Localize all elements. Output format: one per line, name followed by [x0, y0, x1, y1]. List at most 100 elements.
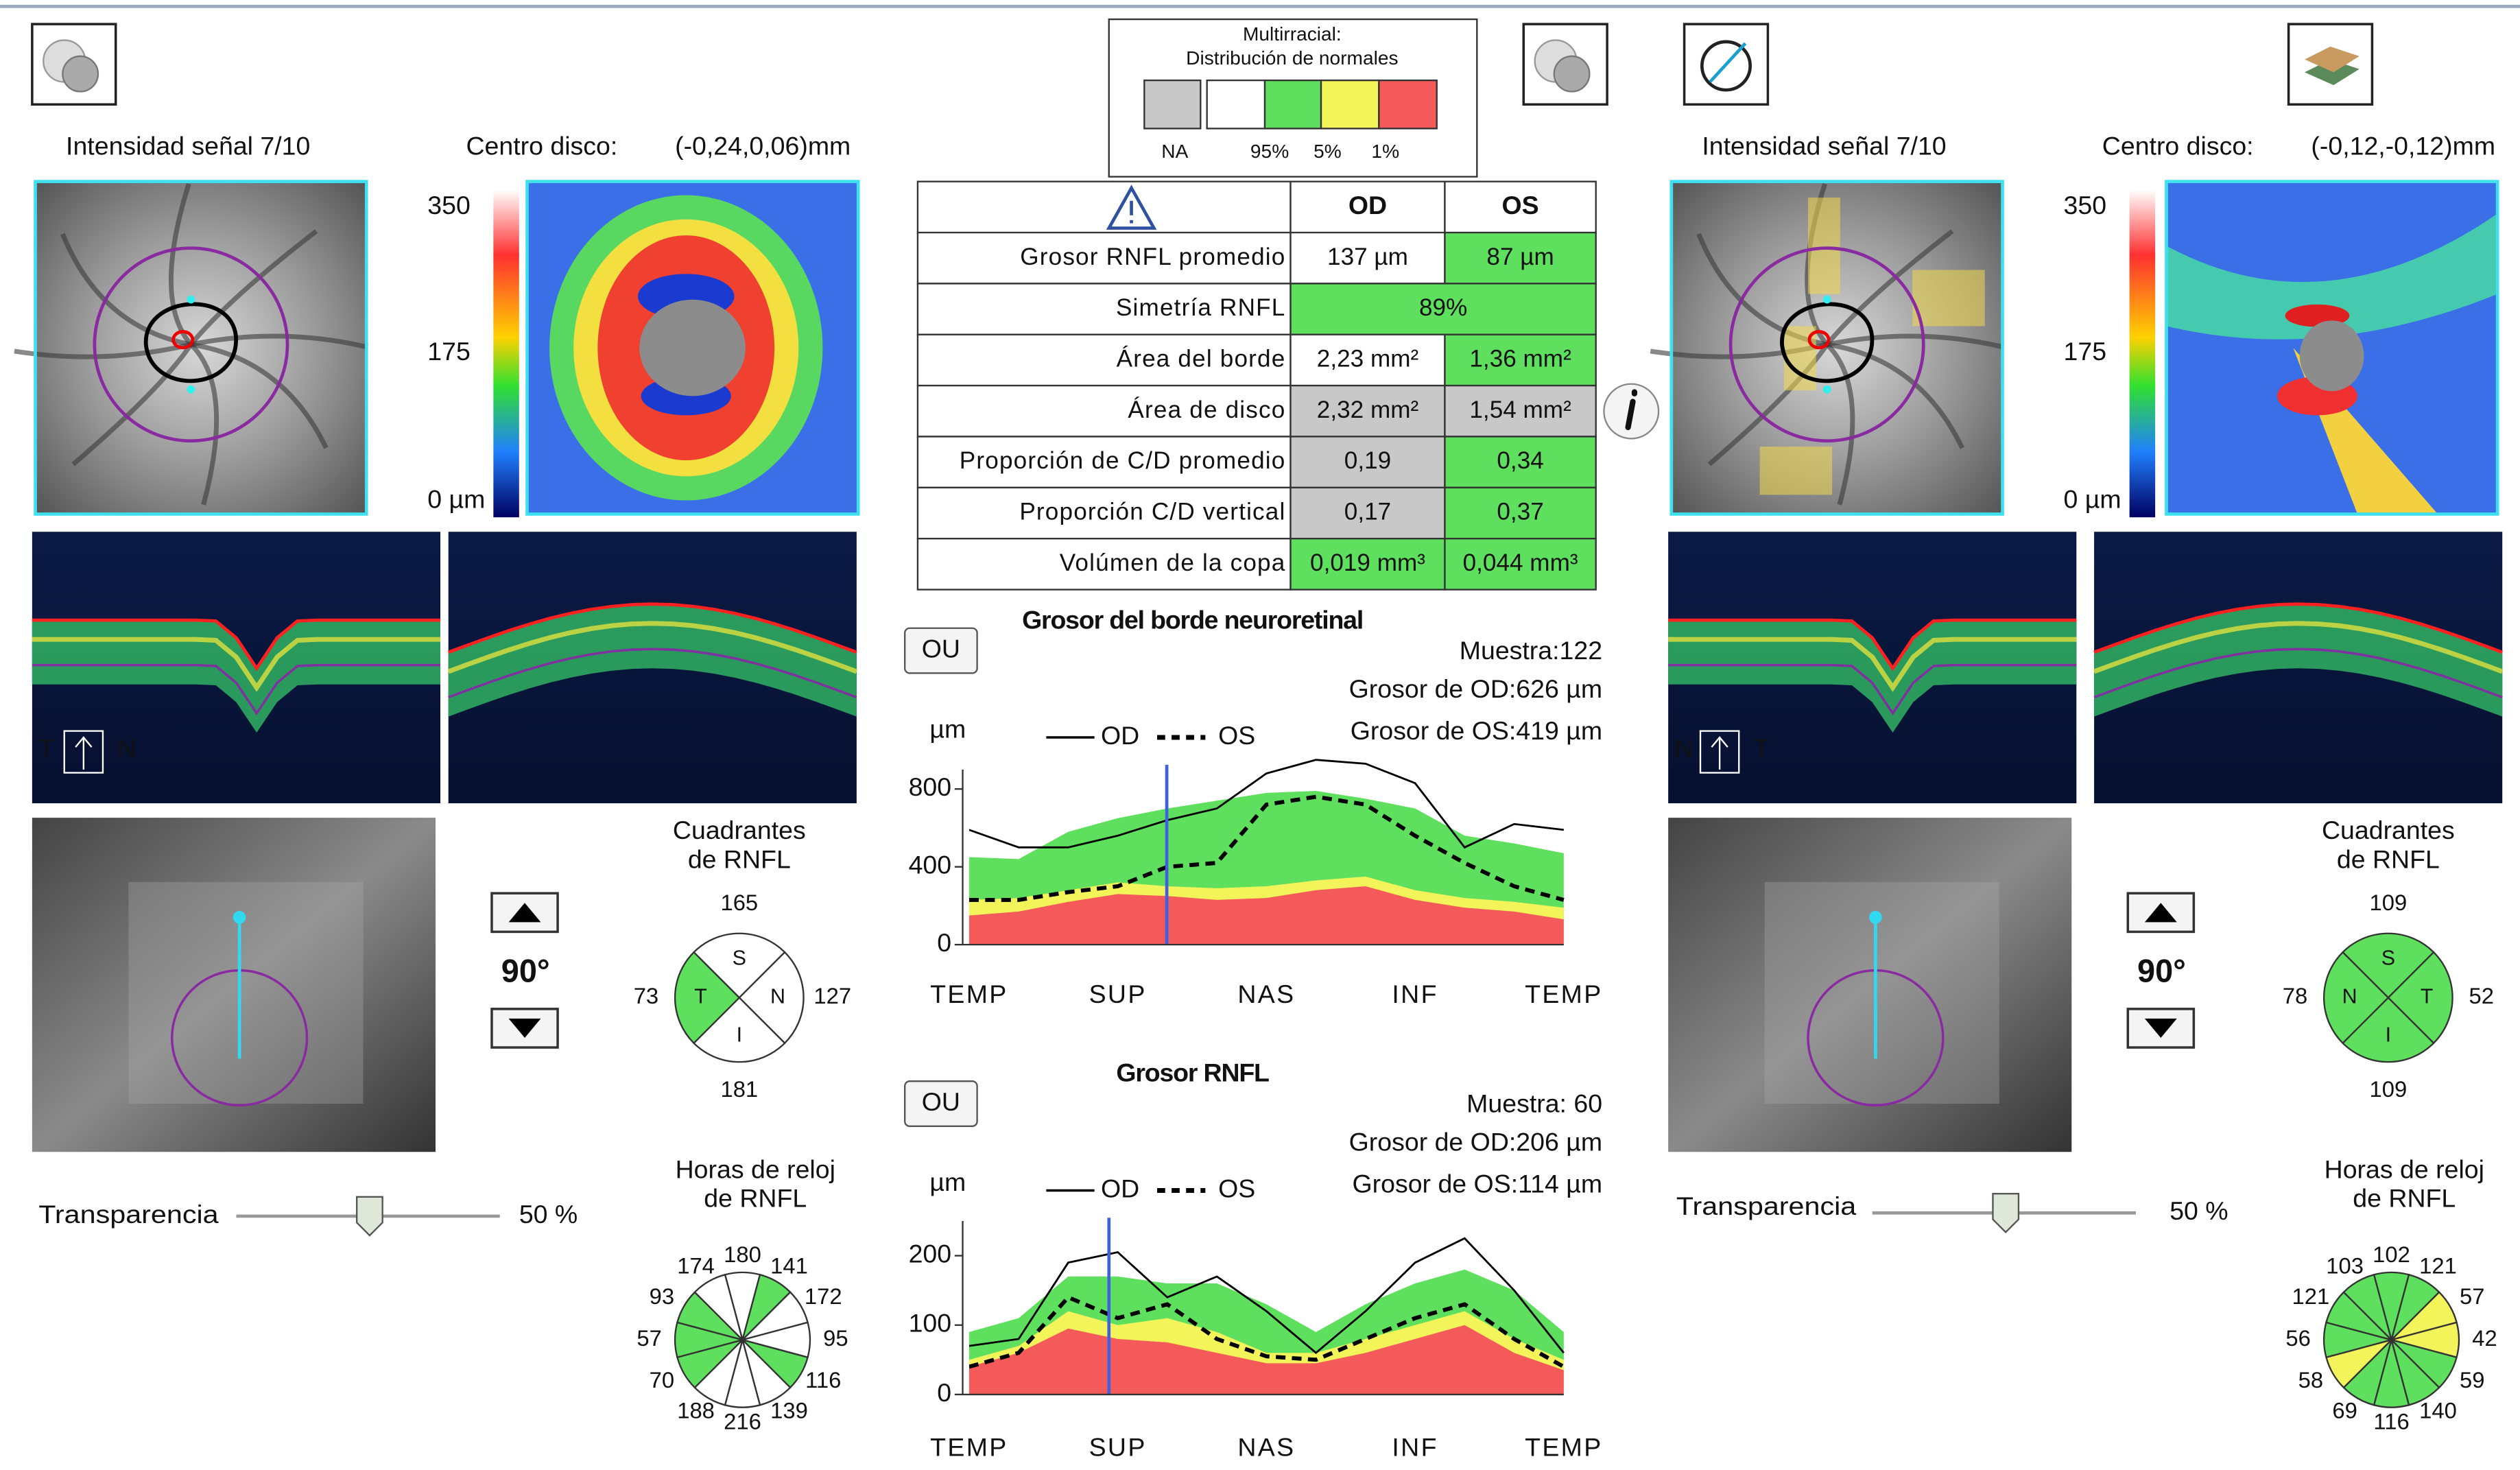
table-value: 0,044 mm³: [1463, 549, 1578, 576]
legend-title: Distribución de normales: [1186, 47, 1398, 69]
x-tick-label: NAS: [1237, 980, 1295, 1008]
chart-stat: Grosor de OD:206 µm: [1349, 1127, 1602, 1156]
legend-swatch: [1144, 80, 1200, 128]
table-value: 1,54 mm²: [1469, 396, 1571, 423]
marker: [1823, 296, 1831, 304]
defect-overlay: [1912, 270, 1984, 326]
transparency-label: Transparencia: [1676, 1192, 1857, 1220]
x-tick-label: SUP: [1089, 980, 1147, 1008]
chart-stat: Grosor de OD:626 µm: [1349, 674, 1602, 703]
scan-dot: [1869, 911, 1882, 924]
signal-strength: Intensidad señal 7/10: [1702, 131, 1946, 160]
optic-disc: [2300, 320, 2364, 391]
disc-center-label: Centro disco:: [466, 131, 618, 160]
legend-swatch: [1379, 80, 1436, 128]
info-button[interactable]: [1604, 384, 1659, 439]
color-scale: [2130, 189, 2155, 517]
icon-disc: [1554, 56, 1590, 92]
x-tick-label: TEMP: [930, 1432, 1008, 1461]
rotate-button[interactable]: [492, 1009, 558, 1047]
toolbar-icon[interactable]: [2289, 24, 2373, 104]
clock-value: 140: [2419, 1397, 2457, 1423]
toolbar-icon[interactable]: [32, 24, 116, 104]
quadrant-letter: T: [2421, 984, 2434, 1008]
scan-angle: 90°: [501, 953, 550, 989]
table-header: OS: [1502, 191, 1539, 220]
disc-center-value: (-0,24,0,06)mm: [675, 131, 851, 160]
toolbar-icon[interactable]: [1685, 24, 1768, 104]
quadrant-value: 181: [720, 1076, 758, 1102]
table-value: 137 µm: [1327, 244, 1408, 270]
x-tick-label: NAS: [1237, 1432, 1295, 1461]
table-value: 0,019 mm³: [1310, 549, 1425, 576]
chart-title: Grosor RNFL: [1116, 1058, 1269, 1087]
clock-value: 70: [650, 1367, 674, 1392]
orientation-label: T: [1753, 734, 1769, 763]
quadrant-value: 78: [2283, 983, 2307, 1008]
clock-value: 172: [805, 1283, 842, 1309]
ou-button[interactable]: OU: [905, 1081, 977, 1126]
y-tick-label: 0: [937, 1378, 951, 1407]
quadrants-title: de RNFL: [688, 844, 791, 873]
scale-label: 0 µm: [2064, 485, 2121, 514]
clock-value: 69: [2332, 1397, 2357, 1423]
rotate-button[interactable]: [2128, 1009, 2194, 1047]
marker: [187, 386, 195, 394]
clock-value: 56: [2285, 1325, 2310, 1351]
clock-value: 103: [2326, 1253, 2364, 1278]
scale-label: 175: [2064, 337, 2107, 366]
table-row-label: Volúmen de la copa: [1060, 549, 1286, 576]
clock-title: de RNFL: [2353, 1183, 2456, 1212]
optic-disc: [639, 300, 746, 396]
scale-label: 175: [427, 337, 471, 366]
legend-label: 95%: [1250, 141, 1289, 162]
orientation-label: T: [38, 734, 54, 763]
button-label: OU: [922, 634, 960, 663]
table-value: 2,23 mm²: [1317, 345, 1419, 372]
x-tick-label: SUP: [1089, 1432, 1147, 1461]
toolbar-icon[interactable]: [1523, 24, 1607, 104]
clock-value: 216: [724, 1409, 761, 1434]
defect-overlay: [1760, 447, 1832, 495]
clock-value: 116: [805, 1367, 841, 1392]
rotate-button[interactable]: [492, 893, 558, 932]
quadrants-title: Cuadrantes: [2322, 816, 2455, 844]
quadrant-value: 127: [813, 983, 851, 1008]
clock-value: 57: [2460, 1283, 2484, 1309]
button-label: OU: [922, 1087, 960, 1116]
table-value: 0,19: [1344, 447, 1391, 474]
legend-label: OD: [1101, 1174, 1139, 1202]
clock-value: 139: [770, 1397, 808, 1423]
clock-value: 141: [770, 1253, 808, 1278]
quadrants-title: de RNFL: [2337, 844, 2440, 873]
rotate-button[interactable]: [2128, 893, 2194, 932]
legend-label: OS: [1218, 1174, 1255, 1202]
clock-value: 59: [2460, 1367, 2484, 1392]
clock-value: 102: [2373, 1242, 2410, 1267]
y-unit: µm: [929, 1167, 966, 1196]
quadrant-letter: S: [733, 946, 746, 969]
clock-value: 121: [2292, 1283, 2330, 1309]
clock-value: 188: [677, 1397, 715, 1423]
table-header: OD: [1348, 191, 1387, 220]
table-row-label: Proporción de C/D promedio: [960, 447, 1286, 474]
chart-stat: Muestra: 60: [1466, 1089, 1602, 1117]
chart-stat: Muestra:122: [1460, 636, 1602, 665]
y-tick-label: 100: [909, 1309, 952, 1338]
ou-button[interactable]: OU: [905, 628, 977, 674]
table-value: 0,37: [1497, 499, 1543, 525]
orientation-label: N: [1675, 734, 1693, 763]
legend-title: Multirracial:: [1243, 23, 1342, 45]
clock-value: 180: [724, 1242, 761, 1267]
clock-value: 121: [2419, 1253, 2457, 1278]
legend-label: OS: [1218, 721, 1255, 750]
marker: [1823, 386, 1831, 394]
chart-stat: Grosor de OS:114 µm: [1353, 1169, 1603, 1198]
clock-value: 116: [2373, 1409, 2409, 1434]
quadrant-value: 73: [634, 983, 658, 1008]
orientation-label: N: [117, 734, 136, 763]
scale-label: 350: [2064, 191, 2107, 220]
y-tick-label: 800: [909, 772, 952, 801]
defect-overlay: [1808, 198, 1840, 294]
x-tick-label: TEMP: [930, 980, 1008, 1008]
